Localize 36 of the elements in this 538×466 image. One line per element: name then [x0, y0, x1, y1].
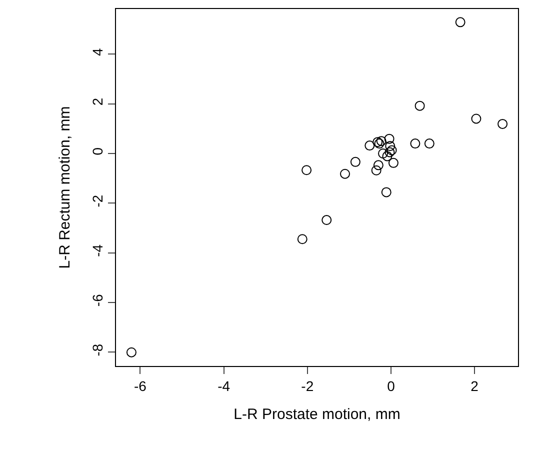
x-tick-label: 0	[387, 378, 396, 394]
y-tick-label: 2	[89, 98, 106, 106]
y-tick-label: -4	[89, 244, 106, 257]
point	[388, 158, 398, 168]
point	[381, 187, 392, 198]
point	[373, 160, 384, 170]
x-tick-label: 2	[470, 378, 479, 394]
point	[471, 114, 482, 124]
point	[498, 118, 508, 129]
point	[414, 100, 425, 111]
point	[126, 347, 136, 358]
point	[385, 141, 396, 152]
point	[455, 17, 466, 28]
point	[297, 234, 308, 244]
point	[371, 165, 382, 176]
x-axis-title: L-R Prostate motion, mm	[234, 406, 400, 423]
y-tick-label: 0	[89, 147, 106, 156]
point	[350, 156, 360, 167]
point	[410, 138, 420, 149]
point	[376, 136, 386, 146]
y-axis-title: L-R Rectum motion, mm	[56, 106, 74, 269]
y-tick-label: 4	[89, 48, 106, 56]
point	[384, 134, 394, 144]
x-tick-label: -4	[218, 378, 230, 394]
point	[378, 148, 388, 158]
y-tick-label: -6	[89, 294, 106, 307]
point	[340, 168, 350, 179]
point	[322, 215, 332, 226]
point	[424, 138, 434, 149]
point	[302, 165, 312, 176]
y-tick-label: -2	[89, 194, 106, 208]
y-tick-label: -8	[89, 344, 106, 356]
x-tick-label: -6	[134, 378, 147, 394]
point	[364, 140, 375, 151]
x-tick-label: -2	[301, 378, 314, 394]
point	[382, 151, 392, 162]
